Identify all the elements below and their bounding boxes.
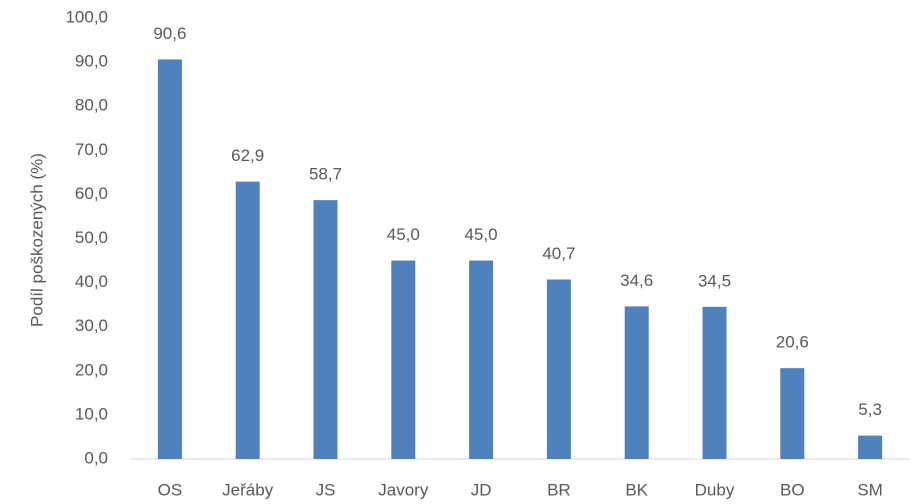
y-axis-label: Podíl poškozených (%) <box>27 153 46 327</box>
y-tick-label: 90,0 <box>75 52 108 71</box>
value-label: 90,6 <box>153 24 186 43</box>
bar <box>469 261 493 459</box>
y-tick-label: 10,0 <box>75 404 108 423</box>
x-tick-label: OS <box>158 480 183 499</box>
y-tick-label: 70,0 <box>75 140 108 159</box>
y-tick-label: 30,0 <box>75 316 108 335</box>
bar <box>625 306 649 459</box>
bar <box>703 307 727 459</box>
value-label: 45,0 <box>387 225 420 244</box>
bar <box>158 59 182 459</box>
x-tick-label: Jeřáby <box>222 480 274 499</box>
bar <box>236 182 260 459</box>
x-tick-label: BR <box>547 480 571 499</box>
y-tick-label: 60,0 <box>75 184 108 203</box>
y-tick-label: 40,0 <box>75 272 108 291</box>
bar <box>547 280 571 459</box>
y-tick-label: 100,0 <box>65 7 108 26</box>
page: {"chart_data": {"type": "bar", "y_label"… <box>0 0 910 504</box>
x-tick-label: BK <box>625 480 648 499</box>
value-label: 58,7 <box>309 165 342 184</box>
x-tick-label: JD <box>471 480 492 499</box>
bar <box>858 436 882 459</box>
value-label: 5,3 <box>858 400 882 419</box>
x-tick-label: SM <box>857 480 883 499</box>
y-tick-label: 20,0 <box>75 360 108 379</box>
bar <box>314 200 338 459</box>
value-label: 62,9 <box>231 146 264 165</box>
y-tick-label: 0,0 <box>84 448 108 467</box>
y-tick-label: 50,0 <box>75 228 108 247</box>
x-tick-label: Duby <box>695 480 735 499</box>
value-label: 40,7 <box>542 244 575 263</box>
value-label: 34,6 <box>620 271 653 290</box>
value-label: 20,6 <box>776 333 809 352</box>
bar <box>780 368 804 459</box>
x-tick-label: Javory <box>378 480 429 499</box>
chart: Podíl poškozených (%) 0,0 10,0 20,0 30,0 40,… <box>0 0 910 504</box>
x-tick-label: BO <box>780 480 805 499</box>
value-label: 45,0 <box>465 225 498 244</box>
bar <box>391 261 415 459</box>
x-tick-label: JS <box>316 480 336 499</box>
y-tick-label: 80,0 <box>75 96 108 115</box>
value-label: 34,5 <box>698 271 731 290</box>
